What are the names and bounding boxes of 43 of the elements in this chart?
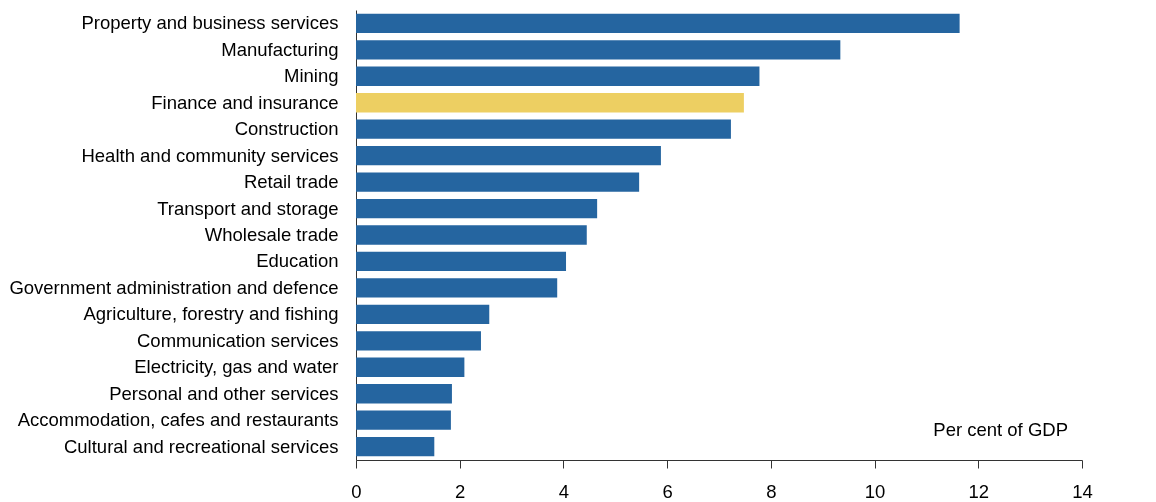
bar [356,384,452,404]
y-tick-label: Wholesale trade [204,224,339,245]
bar [356,331,481,351]
y-tick-label: Property and business services [81,12,339,34]
bar [356,304,490,325]
x-tick-label: 0 [351,480,362,502]
y-tick-label: Communication services [136,329,339,351]
y-tick-label: Health and community services [81,144,339,166]
y-tick-label: Cultural and recreational services [63,435,339,457]
y-tick-label: Retail trade [243,171,339,193]
y-tick-label: Construction [234,118,339,140]
x-tick-label: 10 [864,480,886,502]
bar [356,66,760,86]
annotation: Per cent of GDP [933,419,1068,440]
bar [356,13,960,34]
bar [356,410,451,430]
y-tick-label: Accommodation, cafes and restaurants [17,409,339,431]
x-tick-label: 12 [968,480,990,502]
y-tick-label: Electricity, gas and water [134,356,339,378]
x-tick-label: 6 [662,480,673,502]
y-tick-label: Transport and storage [157,197,339,219]
y-tick-label: Mining [284,65,339,87]
x-tick-label: 14 [1072,480,1093,502]
y-tick-label: Agriculture, forestry and fishing [83,303,339,325]
bar [356,278,558,298]
x-tick-label: 8 [766,480,777,502]
y-tick-label: Personal and other services [109,382,339,404]
bar [356,172,640,192]
bar [356,436,435,457]
bar [356,225,587,245]
bar [356,40,841,60]
bar [356,357,465,377]
y-tick-label: Government administration and defence [9,276,339,298]
y-tick-label: Education [256,250,339,272]
y-tick-label: Manufacturing [221,38,339,60]
bar [356,145,661,166]
bar [356,119,731,139]
bar [356,93,744,113]
x-tick-label: 2 [455,480,466,502]
x-tick-label: 4 [558,480,570,502]
bar [356,251,567,272]
y-tick-label: Finance and insurance [151,91,339,113]
bar [356,198,598,219]
